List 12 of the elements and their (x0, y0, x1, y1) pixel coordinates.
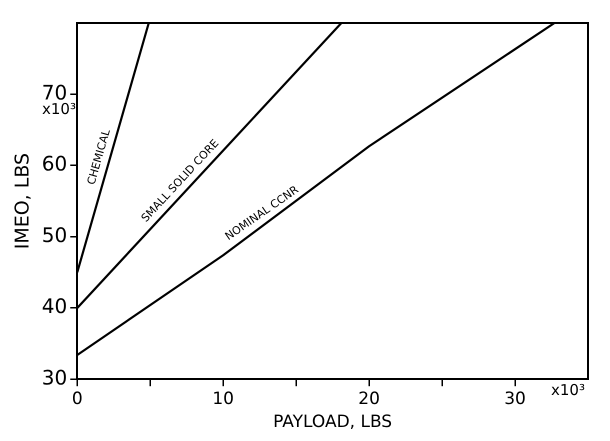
y-axis-title: IMEO, LBS (11, 152, 34, 250)
x-tick-label: 0 (72, 388, 83, 409)
y-tick-label: 30 (42, 365, 68, 390)
y-tick-label: 50 (42, 222, 68, 247)
x-tick-label: 10 (212, 388, 234, 409)
x-axis-title: PAYLOAD, LBS (273, 412, 392, 432)
y-tick-label: 40 (42, 294, 68, 318)
y-tick-label: 60 (42, 152, 68, 176)
text: x10³ (42, 100, 76, 118)
x-tick-label: 30 (504, 388, 526, 409)
x-tick-label: 20 (358, 388, 380, 409)
text: x10³ (551, 381, 585, 399)
